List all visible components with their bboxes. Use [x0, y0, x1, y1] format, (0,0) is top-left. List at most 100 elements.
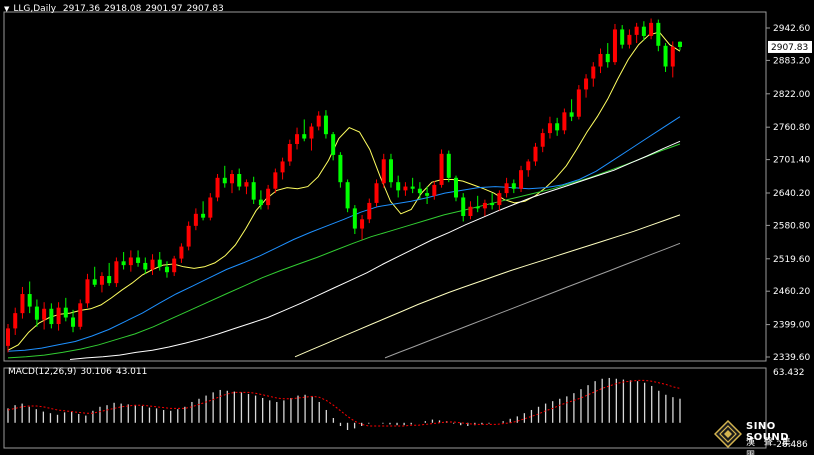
candle-body	[526, 161, 531, 171]
candle-body	[584, 78, 589, 90]
candle-body	[511, 183, 516, 189]
candle-body	[482, 202, 487, 209]
candle-body	[678, 41, 682, 47]
y-tick-label: 2519.60	[773, 255, 810, 265]
candle-body	[128, 257, 133, 266]
candle-body	[649, 22, 654, 36]
candle-body	[605, 53, 610, 63]
macd-histogram	[7, 377, 681, 430]
candle-body	[468, 206, 473, 217]
y-tick-label: 2942.60	[773, 24, 810, 34]
y-tick-label: 2399.00	[773, 321, 810, 331]
candle-body	[136, 257, 141, 263]
candle-body	[302, 134, 307, 139]
candle-body	[258, 199, 263, 206]
candle-body	[555, 123, 560, 131]
y-tick-label: 2339.60	[773, 353, 810, 363]
chart-header: ▼ LLG,Daily 2917.36 2918.08 2901.97 2907.83	[4, 4, 228, 14]
candle-body	[201, 213, 206, 218]
candle-body	[215, 177, 220, 198]
candle-body	[562, 112, 567, 131]
moving-average-line	[384, 242, 681, 359]
candle-body	[316, 115, 321, 127]
candle-body	[338, 154, 343, 183]
price-axis: 2942.60 2883.20 2822.00 2760.80 2701.40 2640.…	[766, 24, 812, 363]
candle-body	[244, 182, 249, 187]
candle-body	[425, 193, 430, 196]
macd-axis: 63.432 -26.486	[773, 368, 808, 450]
candle-body	[641, 26, 646, 36]
candle-body	[107, 276, 112, 284]
candle-body	[280, 161, 285, 173]
candle-body	[20, 294, 25, 314]
candle-body	[504, 183, 509, 194]
candle-body	[360, 219, 365, 229]
candle-body	[34, 306, 39, 320]
moving-average-line	[7, 31, 681, 351]
candle-body	[576, 89, 581, 117]
macd-label: MACD(12,26,9)	[8, 367, 77, 377]
macd-pane-border	[3, 367, 767, 449]
candle-body	[56, 307, 61, 325]
candle-body	[42, 308, 47, 320]
candle-body	[417, 188, 422, 194]
macd-tick-label: 63.432	[773, 368, 805, 378]
symbol-label: LLG,Daily	[13, 4, 57, 14]
candle-body	[6, 328, 10, 346]
macd-signal-line	[7, 379, 681, 427]
low-value: 2901.97	[145, 4, 183, 14]
candle-body	[164, 266, 169, 273]
candle-body	[388, 159, 393, 183]
candle-body	[121, 261, 126, 266]
candle-body	[367, 202, 372, 220]
candle-body	[670, 46, 675, 67]
candlesticks	[6, 18, 682, 353]
candle-body	[186, 225, 191, 247]
candle-body	[352, 208, 357, 229]
moving-average-line	[69, 140, 681, 360]
candle-body	[143, 262, 148, 270]
candle-body	[598, 53, 603, 67]
candle-body	[403, 186, 408, 191]
candle-body	[663, 45, 668, 67]
candle-body	[323, 115, 328, 135]
macd-tick-label: -26.486	[773, 440, 808, 450]
candle-body	[78, 303, 83, 327]
candle-body	[454, 177, 458, 198]
moving-average-line	[7, 116, 681, 352]
chart-frame	[3, 11, 767, 449]
y-tick-label: 2883.20	[773, 56, 810, 66]
candle-body	[193, 213, 198, 226]
candle-body	[490, 202, 495, 206]
y-tick-label: 2701.40	[773, 156, 810, 166]
candle-body	[634, 26, 639, 35]
diamond-logo-icon	[714, 420, 742, 448]
candle-body	[475, 206, 480, 209]
price-pane-border	[3, 11, 767, 362]
candle-body	[547, 123, 552, 134]
candle-body	[295, 134, 300, 144]
candle-body	[396, 182, 401, 191]
candle-body	[92, 279, 97, 285]
candle-body	[540, 133, 545, 147]
candle-body	[497, 193, 502, 206]
dropdown-arrow-icon[interactable]: ▼	[4, 5, 10, 13]
candle-body	[99, 276, 104, 285]
y-tick-label: 2460.20	[773, 287, 810, 297]
candle-body	[446, 153, 451, 178]
sino-sound-logo: SINO SOUND 漢 聲 集 團	[712, 419, 808, 455]
candle-body	[63, 307, 68, 318]
y-tick-label: 2580.80	[773, 221, 810, 231]
candle-body	[237, 174, 242, 187]
moving-average-lines	[7, 31, 681, 360]
candle-body	[150, 259, 155, 270]
candle-body	[222, 177, 227, 184]
candle-body	[309, 126, 314, 139]
macd-value: 30.106	[80, 367, 112, 377]
candle-body	[251, 182, 256, 200]
moving-average-line	[294, 214, 681, 358]
candle-body	[620, 29, 625, 45]
moving-average-line	[7, 143, 681, 359]
candle-body	[179, 246, 184, 259]
